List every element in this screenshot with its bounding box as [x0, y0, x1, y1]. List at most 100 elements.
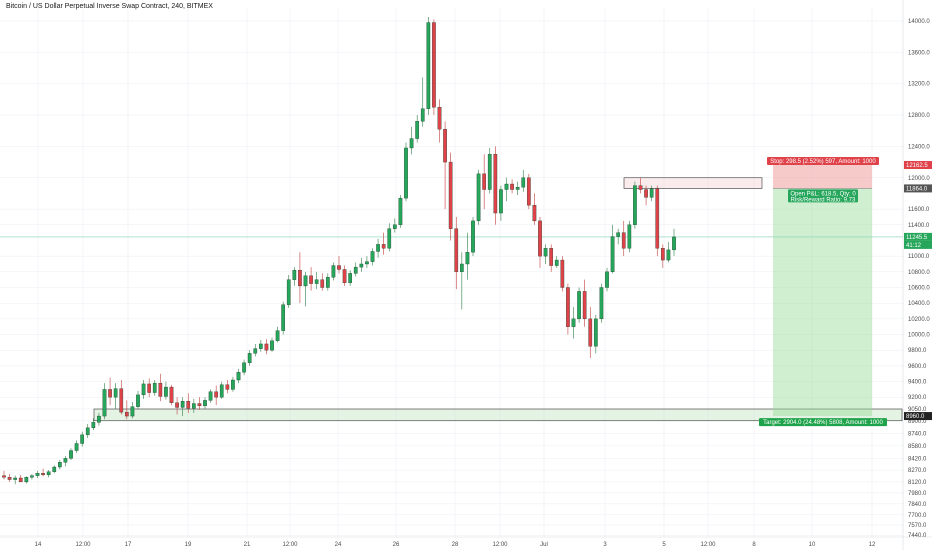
candle-50 — [281, 301, 286, 335]
candle-body-65 — [365, 261, 369, 265]
candle-body-90 — [504, 183, 509, 190]
candle-body-31 — [175, 402, 179, 408]
x-tick-label-12: 5 — [662, 542, 666, 548]
y-tick-label-14: 9800.0 — [908, 348, 927, 354]
candle-111 — [621, 220, 626, 257]
y-tick-label-3: 12800.0 — [908, 113, 930, 119]
y-tick-label-28: 7570.0 — [908, 523, 927, 529]
candle-98 — [549, 244, 554, 272]
candle-body-30 — [169, 386, 174, 403]
profit-target-area[interactable] — [773, 188, 872, 417]
candle-62 — [348, 270, 353, 286]
candle-70 — [392, 218, 397, 233]
candle-body-106 — [593, 318, 598, 347]
candle-16 — [91, 418, 96, 431]
candle-107 — [599, 283, 604, 323]
candle-30 — [169, 384, 174, 406]
candle-body-50 — [281, 304, 286, 331]
candle-body-115 — [644, 189, 648, 198]
candle-body-24 — [136, 394, 140, 407]
candle-75 — [420, 77, 425, 127]
price-tag-2: 11245.5 — [904, 232, 932, 241]
price-axis[interactable]: 14000.0 13600.0 13200.0 12800.0 12400.0 12000… — [908, 19, 930, 539]
candle-113 — [633, 181, 637, 229]
candle-74 — [415, 115, 420, 143]
chart-title: Bitcoin / US Dollar Perpetual Inverse Sw… — [6, 3, 213, 10]
candle-17 — [97, 412, 101, 426]
candle-body-43 — [242, 362, 246, 373]
candle-body-22 — [124, 411, 129, 417]
price-tag-4: 8960.0 — [904, 412, 932, 421]
candle-body-91 — [510, 183, 514, 190]
candle-81 — [454, 216, 459, 290]
candle-100 — [560, 256, 565, 292]
candle-body-16 — [91, 422, 96, 428]
y-tick-label-17: 9200.0 — [908, 395, 927, 401]
y-tick-label-5: 12000.0 — [908, 176, 930, 182]
y-tick-label-10: 10600.0 — [908, 286, 930, 292]
y-tick-label-0: 14000.0 — [908, 19, 930, 25]
candle-65 — [365, 256, 369, 268]
candle-58 — [325, 273, 330, 291]
candle-25 — [141, 380, 146, 399]
stop-loss-area[interactable] — [773, 165, 872, 189]
candle-body-28 — [158, 382, 163, 397]
x-tick-label-7: 26 — [393, 542, 400, 548]
candle-64 — [359, 257, 364, 272]
candle-body-103 — [577, 291, 581, 320]
candle-body-57 — [320, 279, 325, 288]
price-tag-0: 12162.5 — [904, 161, 932, 170]
candle-47 — [264, 339, 269, 355]
candle-4 — [24, 476, 29, 484]
time-axis[interactable]: 14 12:00 17 19 21 12:00 24 26 28 12:00 Jul 3 5 12:00 8… — [35, 542, 876, 548]
pnl-label-text-0: Open P&L: 618.5, Qty: 0 — [790, 191, 856, 197]
candle-body-118 — [660, 248, 665, 261]
candle-body-120 — [672, 236, 676, 251]
x-tick-label-0: 14 — [35, 542, 42, 548]
candle-body-23 — [130, 406, 135, 417]
candle-body-112 — [627, 224, 632, 249]
candle-body-49 — [275, 330, 280, 341]
price-tag-bg-4 — [904, 412, 932, 421]
price-tag-text-3: 41:12 — [906, 243, 922, 249]
candle-72 — [404, 142, 408, 202]
candle-24 — [136, 390, 140, 410]
price-tag-1: 11864.0 — [904, 184, 932, 193]
candle-13 — [74, 440, 79, 453]
y-tick-label-19: 8900.0 — [908, 419, 927, 425]
demand-zone — [93, 408, 903, 422]
candle-36 — [203, 397, 207, 410]
candle-10 — [57, 459, 62, 470]
candle-body-94 — [526, 177, 531, 206]
candle-body-84 — [471, 220, 475, 253]
candle-28 — [158, 373, 163, 402]
y-tick-label-6: 11600.0 — [908, 207, 930, 213]
candle-body-37 — [208, 391, 213, 401]
candle-body-3 — [18, 477, 23, 483]
candle-26 — [147, 378, 152, 398]
candle-41 — [231, 376, 235, 392]
short-position-tool[interactable] — [773, 165, 872, 417]
candle-body-45 — [253, 348, 258, 354]
candle-body-102 — [571, 318, 576, 327]
y-tick-label-8: 11000.0 — [908, 254, 930, 260]
candle-body-78 — [437, 107, 442, 130]
candle-12 — [69, 448, 73, 460]
y-tick-label-11: 10400.0 — [908, 301, 930, 307]
y-tick-label-26: 7840.0 — [908, 502, 927, 508]
candle-31 — [175, 397, 179, 415]
price-tag-text-4: 8960.0 — [906, 414, 925, 420]
candle-5 — [30, 474, 34, 480]
candle-body-67 — [376, 244, 380, 252]
candle-54 — [303, 271, 308, 307]
candle-body-15 — [85, 427, 90, 436]
candle-body-52 — [292, 270, 297, 280]
candle-90 — [504, 177, 509, 202]
candle-body-72 — [404, 147, 408, 199]
candle-85 — [476, 169, 481, 225]
x-tick-label-2: 17 — [125, 542, 132, 548]
candle-87 — [487, 147, 492, 194]
price-tags: 12162.5 11864.0 11245.5 41:12 8960.0 — [904, 161, 932, 421]
candle-29 — [164, 381, 168, 400]
